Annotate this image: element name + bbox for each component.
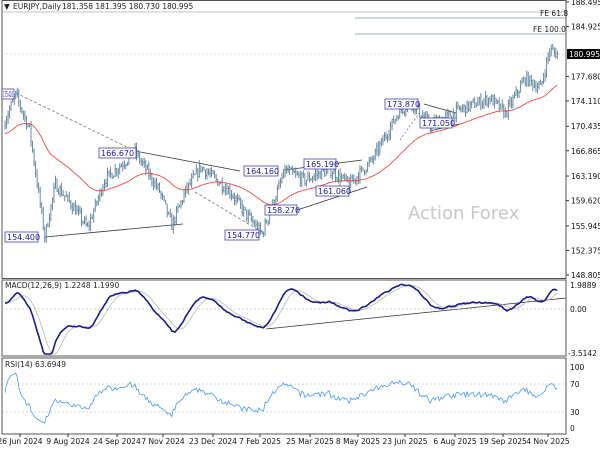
svg-text:173.870: 173.870 <box>387 100 420 109</box>
price-tick-label: 170.435 <box>571 122 600 131</box>
rsi-title: RSI(14) 63.6949 <box>5 360 66 369</box>
ohlc-readout: 181.358 181.395 180.730 180.995 <box>62 2 193 11</box>
annotation-161060: 161.060 <box>315 185 351 197</box>
moving-average-line <box>4 84 558 206</box>
time-tick-label: 24 Sep 2024 <box>93 437 141 446</box>
time-tick-label: 9 Aug 2024 <box>46 437 89 446</box>
price-tick-label: 163.190 <box>571 172 600 181</box>
svg-text:158.270: 158.270 <box>267 206 300 215</box>
svg-text:154.770: 154.770 <box>227 231 260 240</box>
rsi-tick-30: 30 <box>570 408 580 417</box>
annotation-154400: 154.400 <box>4 231 40 243</box>
price-tick-label: 184.925 <box>571 23 600 32</box>
current-price-label: 180.995 <box>569 50 600 59</box>
time-tick-label: 23 Dec 2024 <box>189 437 237 446</box>
svg-text:161.060: 161.060 <box>318 187 351 196</box>
price-tick-label: 148.805 <box>571 271 600 280</box>
time-tick-label: 8 May 2025 <box>336 437 380 446</box>
macd-tick-min: -3.5142 <box>568 349 597 358</box>
price-tick-label: 177.680 <box>571 72 600 81</box>
price-tick-label: 152.375 <box>571 246 600 255</box>
time-tick-label: 7 Nov 2024 <box>141 437 184 446</box>
time-tick-label: 7 Feb 2025 <box>239 437 281 446</box>
time-axis: 26 Jun 2024 9 Aug 2024 24 Sep 2024 7 Nov 20… <box>0 434 570 446</box>
symbol-label: EURJPY,Daily <box>13 2 62 11</box>
current-price-box <box>567 49 600 59</box>
header-arrow-icon[interactable]: ▼ <box>4 2 10 11</box>
svg-text:175.410: 175.410 <box>3 90 13 99</box>
price-tick-label: 159.620 <box>571 197 600 206</box>
macd-tick-zero: 0.00 <box>570 305 587 314</box>
trendlines <box>15 92 567 330</box>
price-tick-label: 174.110 <box>571 97 600 106</box>
fe-61-8-label: FE 61.8 <box>540 9 568 18</box>
svg-text:164.160: 164.160 <box>246 167 279 176</box>
price-tick-label: 155.945 <box>571 222 600 231</box>
annotation-171050: 171.050 <box>419 117 455 129</box>
annotation-166670: 166.670 <box>98 147 137 159</box>
svg-text:166.670: 166.670 <box>101 149 134 158</box>
svg-text:171.050: 171.050 <box>422 119 455 128</box>
time-tick-label: 6 Aug 2025 <box>433 437 476 446</box>
macd-line <box>4 283 558 355</box>
svg-text:165.190: 165.190 <box>306 160 339 169</box>
price-tick-label: 188.495 <box>571 0 600 7</box>
time-tick-label: 23 Jun 2025 <box>382 437 427 446</box>
macd-title: MACD(12,26,9) 1.2248 1.1990 <box>5 281 119 290</box>
price-tick-label: 166.865 <box>571 147 600 156</box>
annotation-165190: 165.190 <box>303 158 339 170</box>
time-tick-label: 4 Nov 2025 <box>526 437 569 446</box>
rsi-tick-0: 0 <box>570 424 575 433</box>
fe-100-label: FE 100.0 <box>533 25 566 34</box>
price-annotations: 175.410 166.670 154.400 164.160 154.770 … <box>1 88 455 243</box>
time-tick-label: 26 Jun 2024 <box>0 437 43 446</box>
annotation-175410: 175.410 <box>1 88 15 100</box>
rsi-panel-frame <box>1 357 567 435</box>
rsi-tick-100: 100 <box>570 363 585 372</box>
time-tick-label: 19 Sep 2025 <box>479 437 527 446</box>
rsi-line <box>4 372 558 424</box>
macd-panel-frame <box>1 279 567 357</box>
watermark: Action Forex <box>408 203 520 224</box>
svg-text:154.400: 154.400 <box>7 233 40 242</box>
annotation-164160: 164.160 <box>243 165 279 177</box>
price-axis: 188.495 184.925 177.680 174.110 170.435 166.8… <box>566 0 600 280</box>
annotation-154770: 154.770 <box>224 229 260 241</box>
rsi-tick-70: 70 <box>570 380 580 389</box>
time-tick-label: 25 Mar 2025 <box>286 437 334 446</box>
annotation-173870: 173.870 <box>384 98 420 110</box>
main-panel-frame <box>1 0 567 279</box>
macd-tick-max: 1.9889 <box>570 281 596 290</box>
annotation-158270: 158.270 <box>264 204 300 216</box>
